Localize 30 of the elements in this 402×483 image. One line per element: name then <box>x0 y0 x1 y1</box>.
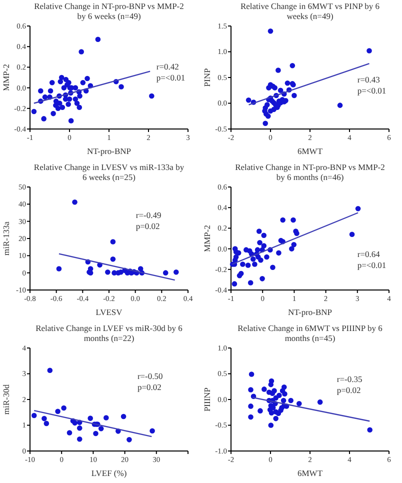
chart-title: Relative Change in 6MWT vs PINP by 6 weeks (n=49) <box>240 1 380 21</box>
annotation: p=<0.01 <box>156 72 186 82</box>
y-axis-title: PINP <box>202 68 212 87</box>
y-axis-title: miR-30d <box>1 384 11 415</box>
x-axis-title: NT-pro-BNP <box>86 146 132 156</box>
annotation: p=0.02 <box>137 382 162 392</box>
x-axis-title: LVESV <box>96 307 124 317</box>
annotation: r=0.64 <box>357 249 381 260</box>
x-axis-title: 6MWT <box>297 468 324 478</box>
chart-title: Relative Change in NT-pro-BNP vs MMP-2 by 6 weeks (n=49) <box>34 1 184 21</box>
annotation: p=<0.01 <box>357 260 386 270</box>
x-axis-title: NT-pro-BNP <box>288 307 332 317</box>
chart-title: Relative Change in NT-pro-BNP vs MMP-2 by 6 months (n=46) <box>235 162 385 182</box>
annotation: r=-0.35 <box>336 374 362 384</box>
y-axis-title: miR-133a <box>1 221 11 256</box>
y-axis-title: MMP-2 <box>202 225 212 252</box>
annotation: r=-0.49 <box>136 210 162 220</box>
x-axis-title: LVEF (%) <box>91 468 127 478</box>
annotation: p=0.02 <box>136 220 160 231</box>
annotation: p=<0.01 <box>357 86 386 96</box>
y-axis-title: MMP-2 <box>1 64 11 91</box>
annotation: r=-0.50 <box>137 370 163 381</box>
annotation: r=0.43 <box>357 74 380 85</box>
annotation: r=0.42 <box>156 61 179 72</box>
annotation: p=0.02 <box>336 384 361 395</box>
x-axis-title: 6MWT <box>297 146 324 156</box>
chart-title: Relative Change in LVESV vs miR-133a by 6 weeks (n=25) <box>34 162 185 182</box>
chart-title: Relative Change in LVEF vs miR-30d by 6 months (n=22) <box>36 323 182 343</box>
y-axis-title: PIIINP <box>202 387 212 412</box>
chart-title: Relative Change in 6MWT vs PIIINP by 6 months (n=45) <box>238 323 382 343</box>
